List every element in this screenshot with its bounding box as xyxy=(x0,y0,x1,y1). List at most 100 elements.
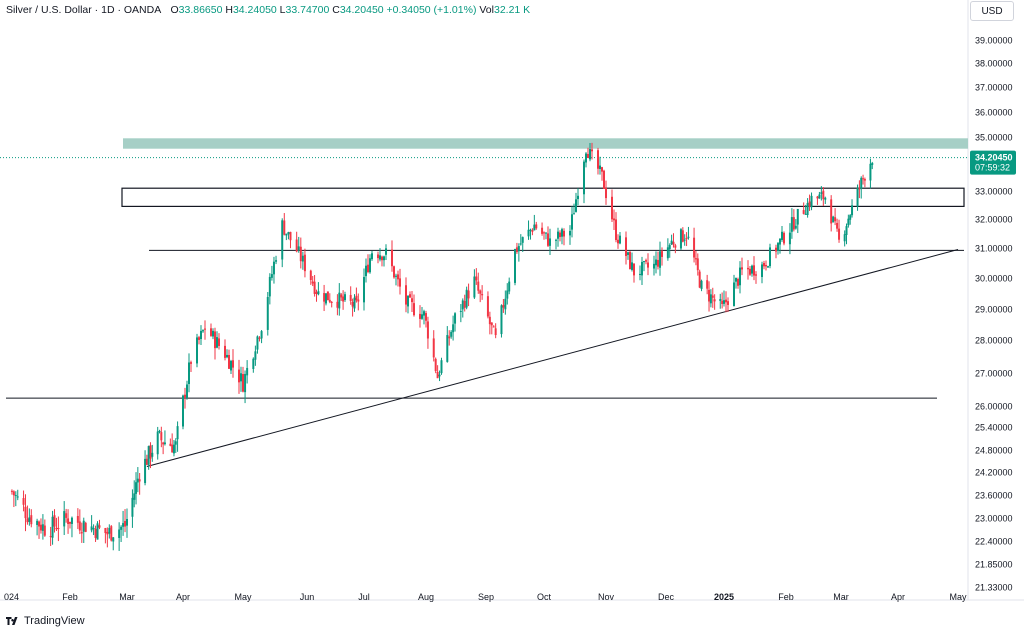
candle-body xyxy=(330,301,333,303)
candle-body xyxy=(147,446,150,465)
candle-body xyxy=(643,261,645,263)
candle-body xyxy=(190,362,192,364)
candle-body xyxy=(527,229,530,237)
candle-body xyxy=(355,295,358,301)
candle-body xyxy=(834,217,837,222)
candle-body xyxy=(661,251,663,257)
candle-body xyxy=(693,237,696,258)
candle-body xyxy=(120,526,123,530)
candle-body xyxy=(325,293,327,304)
candle-body xyxy=(169,443,172,446)
candle-body xyxy=(871,162,874,165)
candle-body xyxy=(796,208,799,225)
candle-body xyxy=(708,289,711,302)
candle-body xyxy=(349,294,352,302)
candle-body xyxy=(381,256,383,261)
candle-body xyxy=(863,179,866,181)
x-tick-label: Aug xyxy=(418,592,434,602)
candle-body xyxy=(749,268,751,275)
candle-body xyxy=(240,373,242,382)
candle-body xyxy=(547,233,549,246)
candle-body xyxy=(521,237,524,243)
candle-body xyxy=(830,199,833,224)
candle-body xyxy=(687,236,690,238)
candle-body xyxy=(672,241,675,245)
currency-button[interactable]: USD xyxy=(970,1,1014,21)
candle-body xyxy=(508,281,511,292)
x-tick-label: Dec xyxy=(658,592,675,602)
y-tick-label: 22.40000 xyxy=(975,537,1013,547)
candle-body xyxy=(254,351,257,360)
change-value: +0.34050 (+1.01%) xyxy=(386,4,477,16)
candle-body xyxy=(270,274,273,278)
tradingview-brand[interactable]: TradingView xyxy=(6,614,85,628)
candle-body xyxy=(256,336,259,350)
candle-body xyxy=(569,230,571,236)
candle-body xyxy=(755,274,757,276)
candle-body xyxy=(679,229,682,249)
candle-body xyxy=(617,239,619,244)
candle-body xyxy=(775,247,777,252)
x-tick-label: Mar xyxy=(833,592,849,602)
candle-body xyxy=(777,243,779,251)
candle-body xyxy=(365,265,367,277)
candle-body xyxy=(633,263,635,276)
x-tick-label: Jul xyxy=(358,592,370,602)
candle-body xyxy=(836,222,839,229)
candle-body xyxy=(383,256,385,261)
candle-body xyxy=(719,299,722,301)
candle-body xyxy=(753,265,755,276)
candle-body xyxy=(96,523,99,540)
vol-value: 32.21 K xyxy=(493,4,531,16)
candle-body xyxy=(629,251,631,270)
candle-body xyxy=(301,255,304,262)
candle-body xyxy=(252,358,255,369)
candle-body xyxy=(202,330,204,332)
symbol-title: Silver / U.S. Dollar · 1D · OANDA xyxy=(6,4,161,16)
candle-body xyxy=(765,264,767,267)
candle-body xyxy=(723,300,725,304)
candle-body xyxy=(16,496,19,498)
candle-body xyxy=(69,521,71,524)
candles xyxy=(10,142,874,551)
x-tick-label: Apr xyxy=(176,592,190,602)
candle-body xyxy=(432,338,435,358)
candle-body xyxy=(309,270,312,281)
candle-body xyxy=(541,227,544,234)
tradingview-logo-icon xyxy=(6,617,18,625)
candle-body xyxy=(145,458,148,465)
y-tick-label: 27.00000 xyxy=(975,369,1013,379)
last-price-badge xyxy=(970,150,1016,175)
candle-body xyxy=(450,331,453,337)
candle-body xyxy=(851,205,854,216)
candle-body xyxy=(473,276,476,298)
candle-body xyxy=(479,290,482,294)
candle-body xyxy=(438,374,441,377)
candle-body xyxy=(303,254,306,272)
candle-body xyxy=(210,328,212,336)
candle-body xyxy=(344,294,346,301)
candle-body xyxy=(228,354,230,369)
x-tick-label: Apr xyxy=(891,592,905,602)
candle-body xyxy=(421,314,423,319)
candle-body xyxy=(230,360,232,371)
candle-body xyxy=(603,170,605,189)
y-tick-label: 21.33000 xyxy=(975,583,1013,593)
trendline xyxy=(146,249,959,467)
candle-body xyxy=(741,267,743,270)
candle-body xyxy=(454,313,457,324)
candle-body xyxy=(186,384,188,398)
candle-body xyxy=(149,445,152,459)
candle-body xyxy=(174,441,177,445)
candle-body xyxy=(810,195,813,208)
candle-body xyxy=(289,231,292,241)
candle-body xyxy=(36,520,39,525)
candle-body xyxy=(41,524,44,531)
candle-body xyxy=(57,528,60,530)
candle-body xyxy=(706,280,709,289)
candle-body xyxy=(342,296,345,302)
candle-body xyxy=(216,337,218,348)
candle-body xyxy=(244,373,247,393)
candle-body xyxy=(144,458,147,484)
